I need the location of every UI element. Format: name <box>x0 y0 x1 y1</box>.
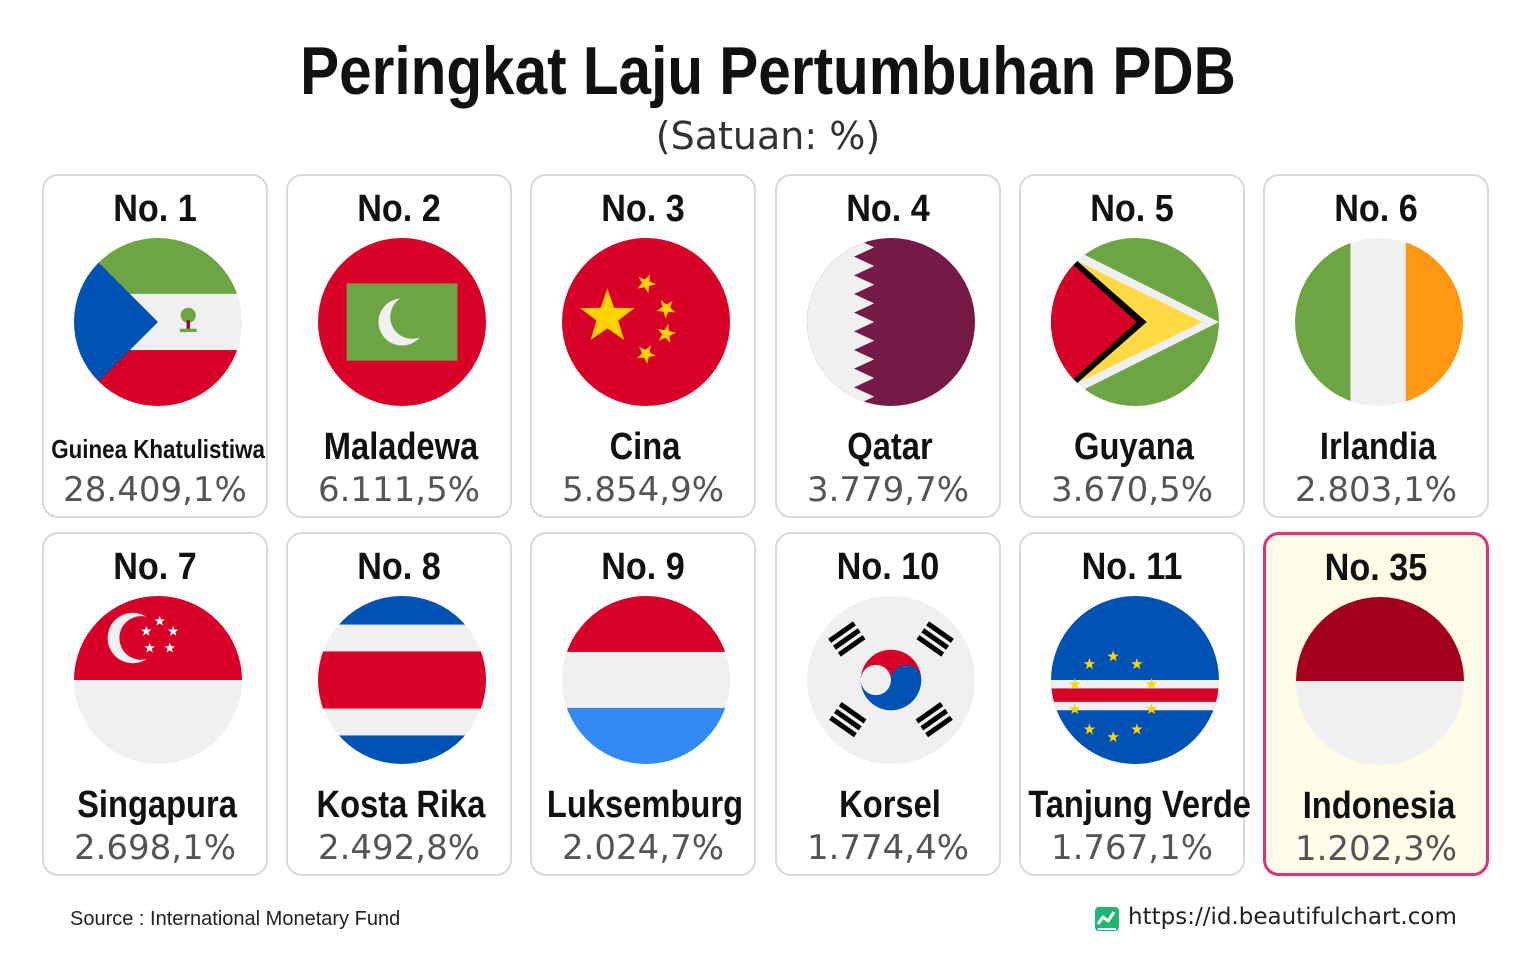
growth-value: 3.670,5% <box>1050 470 1214 510</box>
rank-label: No. 1 <box>113 188 197 230</box>
rank-label: No. 5 <box>1090 188 1174 230</box>
country-name: Tanjung Verde <box>1028 784 1251 826</box>
country-name: Indonesia <box>1302 785 1456 827</box>
website-link[interactable]: https://id.beautifulchart.com <box>1128 904 1457 930</box>
growth-value: 2.698,1% <box>73 828 237 868</box>
country-name: Guyana <box>1074 426 1194 468</box>
growth-value: 1.767,1% <box>1050 828 1214 868</box>
growth-value: 1.774,4% <box>806 828 970 868</box>
country-card: No. 2 Maladewa 6.111,5% <box>286 174 512 518</box>
country-card: No. 5 Guyana 3.670,5% <box>1019 174 1245 518</box>
country-card: No. 8 Kosta Rika 2.492,8% <box>286 532 512 876</box>
chart-title: Peringkat Laju Pertumbuhan PDB <box>300 33 1236 109</box>
country-name: Maladewa <box>323 426 479 468</box>
country-card: No. 35 Indonesia 1.202,3% <box>1263 532 1489 876</box>
country-name: Cina <box>609 426 681 468</box>
indonesia-flag-icon <box>1296 597 1464 765</box>
country-card: No. 11 Tanjung Verde 1.767,1% <box>1019 532 1251 876</box>
rank-label: No. 7 <box>113 546 197 588</box>
country-card: No. 4 Qatar 3.779,7% <box>775 174 1001 518</box>
equatorial-guinea-flag-icon <box>74 238 242 406</box>
rank-label: No. 35 <box>1324 547 1428 589</box>
growth-value: 28.409,1% <box>63 470 247 510</box>
growth-value: 3.779,7% <box>806 470 970 510</box>
country-name: Luksemburg <box>546 784 744 826</box>
country-card: No. 6 Irlandia 2.803,1% <box>1263 174 1489 518</box>
country-name: Qatar <box>847 426 933 468</box>
country-name: Irlandia <box>1319 426 1437 468</box>
country-name: Korsel <box>839 784 941 826</box>
rank-label: No. 8 <box>357 546 441 588</box>
country-name: Singapura <box>77 784 237 826</box>
growth-value: 2.024,7% <box>561 828 725 868</box>
rank-label: No. 4 <box>846 188 930 230</box>
ireland-flag-icon <box>1295 238 1463 406</box>
country-card: No. 1 Guinea Khatulistiwa 28.409,1% <box>42 174 268 518</box>
rank-label: No. 10 <box>836 546 940 588</box>
beautifulchart-logo-icon <box>1095 907 1119 931</box>
guyana-flag-icon <box>1051 238 1219 406</box>
china-flag-icon <box>562 238 730 406</box>
country-name: Kosta Rika <box>316 784 486 826</box>
rank-label: No. 9 <box>601 546 685 588</box>
luxembourg-flag-icon <box>562 596 730 764</box>
rank-label: No. 2 <box>357 188 441 230</box>
qatar-flag-icon <box>807 238 975 406</box>
cape-verde-flag-icon <box>1051 596 1219 764</box>
country-card: No. 10 Korsel 1.774,4% <box>775 532 1001 876</box>
country-card: No. 3 Cina 5.854,9% <box>530 174 756 518</box>
chart-subtitle: (Satuan: %) <box>655 114 881 158</box>
growth-value: 2.492,8% <box>317 828 481 868</box>
rank-label: No. 3 <box>601 188 685 230</box>
singapore-flag-icon <box>74 596 242 764</box>
source-note: Source : International Monetary Fund <box>70 908 401 930</box>
country-name: Guinea Khatulistiwa <box>51 434 265 464</box>
country-card: No. 9 Luksemburg 2.024,7% <box>530 532 756 876</box>
country-card: No. 7 Singapura 2.698,1% <box>42 532 268 876</box>
rank-label: No. 11 <box>1081 546 1183 588</box>
costa-rica-flag-icon <box>318 596 486 764</box>
growth-value: 5.854,9% <box>561 470 725 510</box>
growth-value: 6.111,5% <box>317 470 481 510</box>
growth-value: 1.202,3% <box>1294 829 1458 869</box>
south-korea-flag-icon <box>807 596 975 764</box>
rank-label: No. 6 <box>1334 188 1418 230</box>
maldives-flag-icon <box>318 238 486 406</box>
growth-value: 2.803,1% <box>1294 470 1458 510</box>
